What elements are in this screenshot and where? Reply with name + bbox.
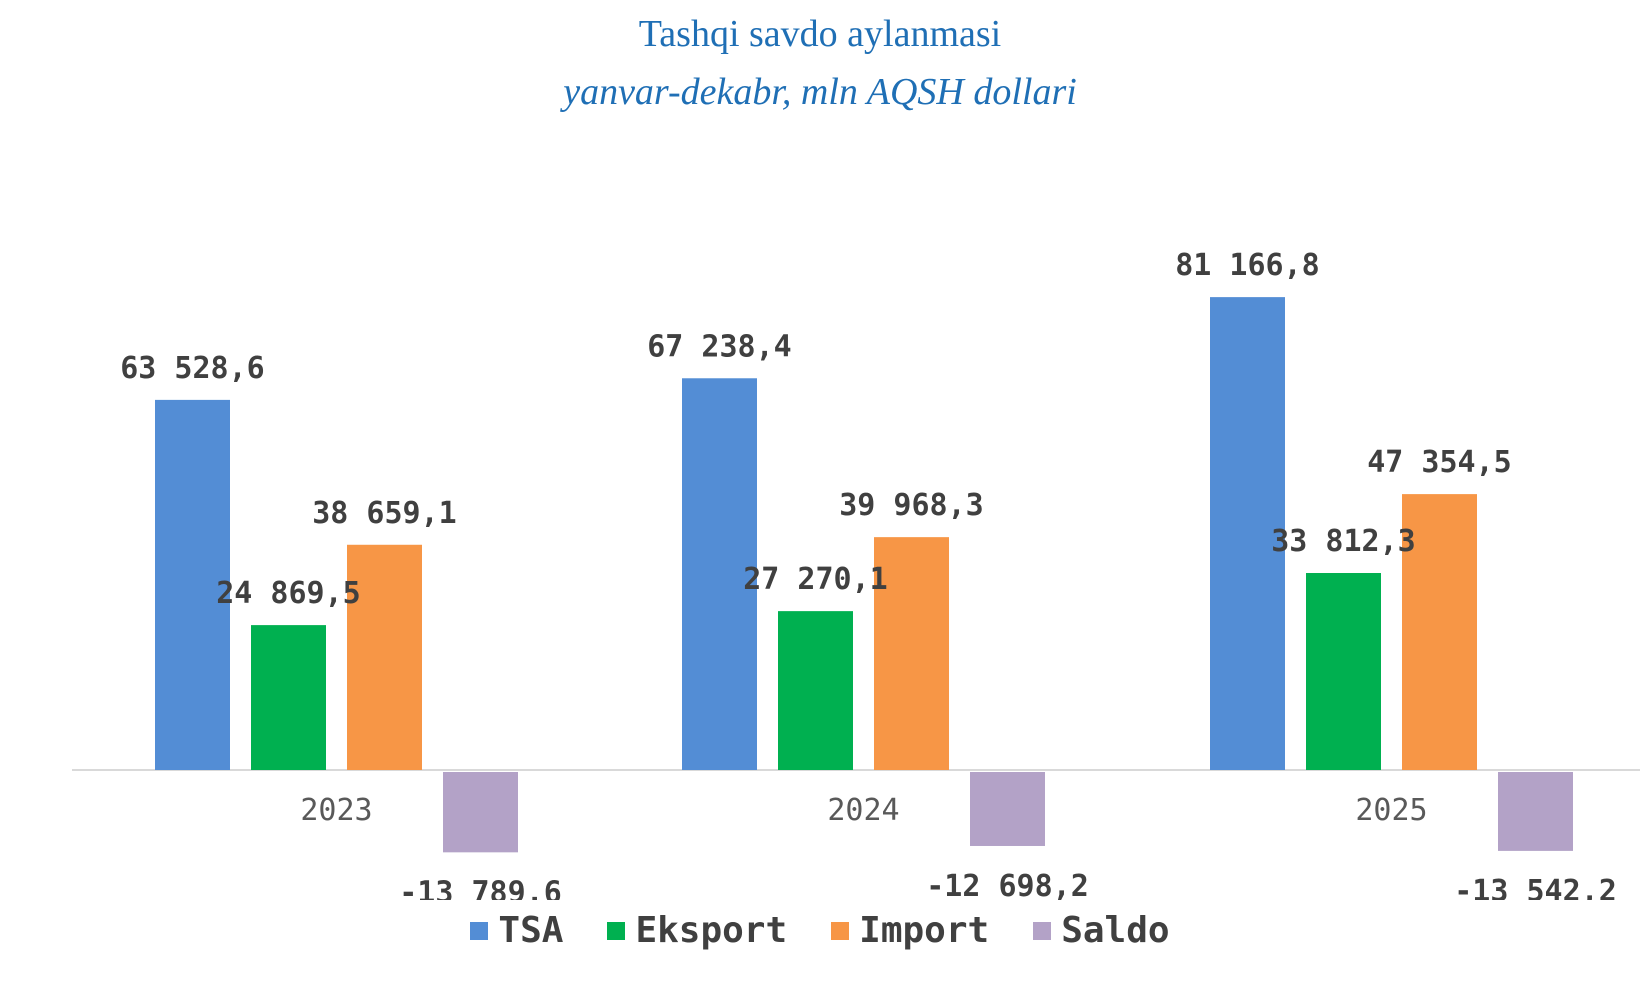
bar-saldo-2025: [1498, 772, 1573, 851]
bar-import-2023: [347, 544, 422, 770]
data-label-import-2023: 38 659,1: [312, 496, 457, 531]
legend-swatch-tsa: [470, 921, 489, 940]
legend-swatch-saldo: [1033, 921, 1052, 940]
legend-item-import: Import: [831, 910, 989, 951]
data-label-eksport-2024: 27 270,1: [743, 562, 888, 597]
data-label-eksport-2023: 24 869,5: [216, 576, 361, 611]
data-label-import-2025: 47 354,5: [1367, 445, 1512, 480]
data-label-saldo-2023: -13 789,6: [399, 875, 562, 900]
data-label-eksport-2025: 33 812,3: [1271, 524, 1416, 559]
data-label-import-2024: 39 968,3: [839, 488, 984, 523]
bar-saldo-2024: [970, 772, 1045, 846]
data-label-tsa-2023: 63 528,6: [120, 351, 265, 386]
bar-import-2024: [874, 537, 949, 770]
bar-saldo-2023: [443, 772, 518, 853]
data-label-tsa-2025: 81 166,8: [1175, 248, 1320, 283]
bar-eksport-2025: [1306, 573, 1381, 770]
bar-eksport-2024: [778, 611, 853, 770]
bar-tsa-2025: [1210, 297, 1285, 770]
legend-swatch-import: [831, 921, 850, 940]
legend-item-eksport: Eksport: [607, 910, 787, 951]
data-label-saldo-2024: -12 698,2: [926, 869, 1089, 900]
legend-swatch-eksport: [607, 921, 626, 940]
bar-tsa-2024: [682, 378, 757, 770]
legend-item-saldo: Saldo: [1033, 910, 1170, 951]
bar-import-2025: [1402, 494, 1477, 770]
legend-label-tsa: TSA: [498, 910, 564, 951]
category-labels-group: 2023 2024 2025: [300, 793, 1427, 828]
chart-subtitle: yanvar-dekabr, mln AQSH dollari: [563, 71, 1077, 113]
legend: TSA Eksport Import Saldo: [0, 910, 1640, 951]
legend-label-import: Import: [859, 910, 990, 951]
chart-title: Tashqi savdo aylanmasi: [638, 13, 1002, 55]
legend-label-saldo: Saldo: [1061, 910, 1170, 951]
data-label-saldo-2025: -13 542,2: [1454, 874, 1617, 900]
legend-label-eksport: Eksport: [635, 910, 788, 951]
bars-group: [155, 297, 1573, 853]
data-labels-group: 63 528,6 24 869,5 38 659,1 -13 789,6 67 238,…: [120, 248, 1617, 900]
category-label-2023: 2023: [300, 793, 372, 828]
plot-area: 63 528,6 24 869,5 38 659,1 -13 789,6 67 238,…: [72, 248, 1640, 900]
data-label-tsa-2024: 67 238,4: [647, 329, 792, 364]
category-label-2025: 2025: [1355, 793, 1427, 828]
bar-tsa-2023: [155, 399, 230, 770]
bar-eksport-2023: [251, 625, 326, 770]
category-label-2024: 2024: [827, 793, 899, 828]
legend-item-tsa: TSA: [470, 910, 563, 951]
